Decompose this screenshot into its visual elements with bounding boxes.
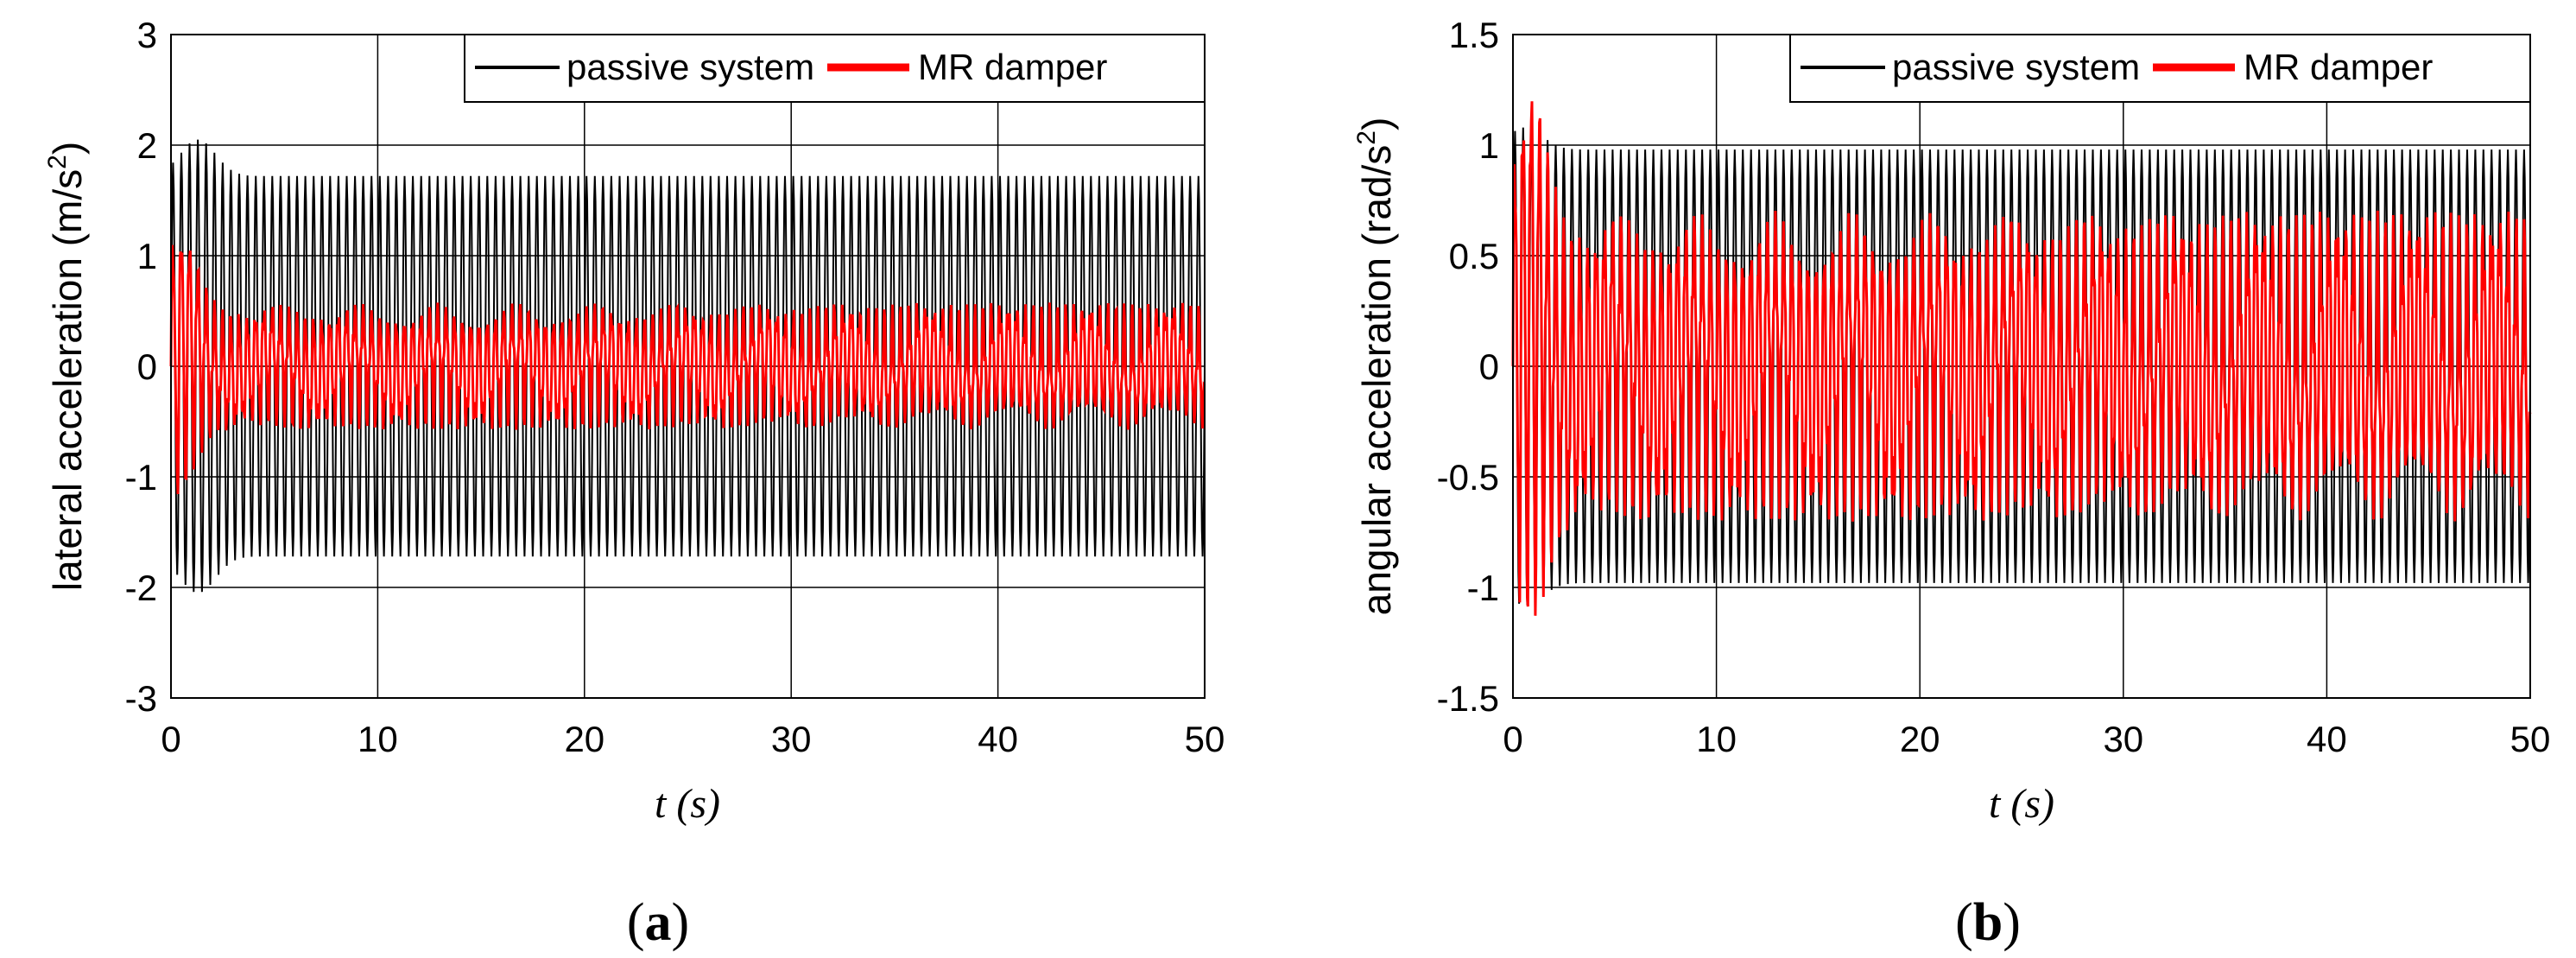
chart-a-x-axis-label: t (s) — [655, 781, 720, 827]
chart-a-y-tick-label: -1 — [125, 457, 157, 498]
chart-a-x-tick-label: 50 — [1185, 719, 1225, 759]
chart-a-series-mr-damper — [169, 244, 1206, 495]
chart-a-x-tick-label: 30 — [771, 719, 812, 759]
chart-a-y-tick-label: 1 — [137, 236, 157, 276]
chart-a-y-tick-label: -2 — [125, 568, 157, 608]
chart-b-y-ticks: -1.5 -1 -0.5 0 0.5 1 1.5 — [1437, 15, 1499, 719]
chart-a-y-axis-label: lateral acceleration (m/s2) — [43, 142, 90, 591]
chart-b-legend-label-mr-damper: MR damper — [2244, 47, 2433, 87]
chart-a-y-tick-label: 0 — [137, 346, 157, 387]
chart-b-y-tick-label: 0 — [1479, 346, 1499, 387]
panel-a-caption: (a) — [627, 893, 689, 952]
chart-a-legend-label-passive-system: passive system — [566, 47, 814, 87]
chart-b-series-mr-damper — [1511, 101, 2532, 616]
chart-b-y-axis-label: angular acceleration (rad/s2) — [1352, 117, 1399, 616]
chart-b-x-tick-label: 40 — [2307, 719, 2347, 759]
chart-a-y-ticks: -3 -2 -1 0 1 2 3 — [125, 15, 157, 719]
chart-b-y-tick-label: 1 — [1479, 125, 1499, 166]
chart-a-x-tick-label: 10 — [358, 719, 398, 759]
chart-a-legend: passive system MR damper — [464, 34, 1206, 103]
chart-a: passive system MR damper -3 -2 -1 0 1 2 3 0 10 2… — [43, 15, 1225, 827]
chart-a-x-ticks: 0 10 20 30 40 50 — [161, 719, 1225, 759]
chart-b-legend-label-passive-system: passive system — [1892, 47, 2140, 87]
chart-a-y-tick-label: -3 — [125, 678, 157, 719]
chart-b-y-tick-label: 1.5 — [1449, 15, 1499, 55]
chart-b-y-tick-label: -1.5 — [1437, 678, 1499, 719]
chart-a-y-tick-label: 2 — [137, 125, 157, 166]
chart-b-x-tick-label: 20 — [1900, 719, 1940, 759]
chart-b-x-ticks: 0 10 20 30 40 50 — [1503, 719, 2550, 759]
chart-b-legend-box — [1789, 34, 2531, 103]
chart-b-y-tick-label: -0.5 — [1437, 457, 1499, 498]
chart-b-x-tick-label: 10 — [1696, 719, 1737, 759]
chart-a-x-tick-label: 0 — [161, 719, 180, 759]
chart-b: passive system MR damper -1.5 -1 -0.5 0 0.5 1… — [1352, 15, 2550, 827]
chart-b-x-tick-label: 50 — [2510, 719, 2551, 759]
chart-b-x-tick-label: 0 — [1503, 719, 1522, 759]
chart-b-y-tick-label: 0.5 — [1449, 236, 1499, 276]
chart-a-x-tick-label: 20 — [564, 719, 604, 759]
chart-b-x-axis-label: t (s) — [1989, 781, 2054, 827]
chart-a-x-tick-label: 40 — [978, 719, 1018, 759]
chart-b-x-tick-label: 30 — [2103, 719, 2143, 759]
chart-b-legend: passive system MR damper — [1789, 34, 2531, 103]
chart-a-legend-label-mr-damper: MR damper — [918, 47, 1107, 87]
chart-b-line-mr-damper — [1511, 101, 2532, 616]
chart-b-y-tick-label: -1 — [1467, 568, 1499, 608]
panel-b-caption: (b) — [1955, 893, 2021, 952]
chart-a-line-mr-damper — [169, 244, 1206, 495]
chart-a-y-tick-label: 3 — [137, 15, 157, 55]
